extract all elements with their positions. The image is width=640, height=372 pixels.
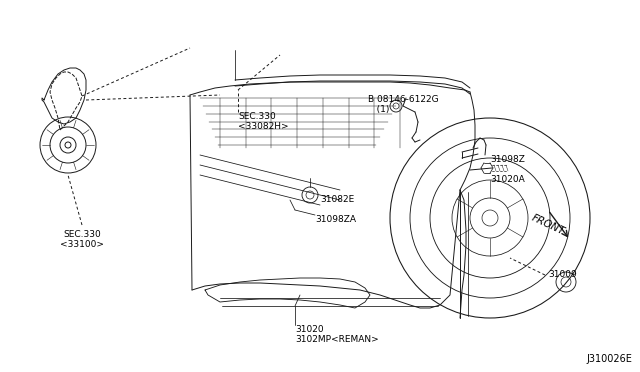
Text: 31020
3102MP<REMAN>: 31020 3102MP<REMAN> — [295, 325, 379, 344]
Text: FRONT: FRONT — [530, 213, 566, 237]
Text: 31098ZA: 31098ZA — [315, 215, 356, 224]
Text: 31009: 31009 — [548, 270, 577, 279]
Text: J310026E: J310026E — [586, 354, 632, 364]
Text: B 08146-6122G
   (1): B 08146-6122G (1) — [368, 95, 438, 115]
Text: SEC.330
<33100>: SEC.330 <33100> — [60, 230, 104, 249]
Text: 31082E: 31082E — [320, 195, 355, 204]
Text: 31098Z: 31098Z — [490, 155, 525, 164]
Text: SEC.330
<33082H>: SEC.330 <33082H> — [238, 112, 289, 131]
Text: 31020A: 31020A — [490, 175, 525, 184]
